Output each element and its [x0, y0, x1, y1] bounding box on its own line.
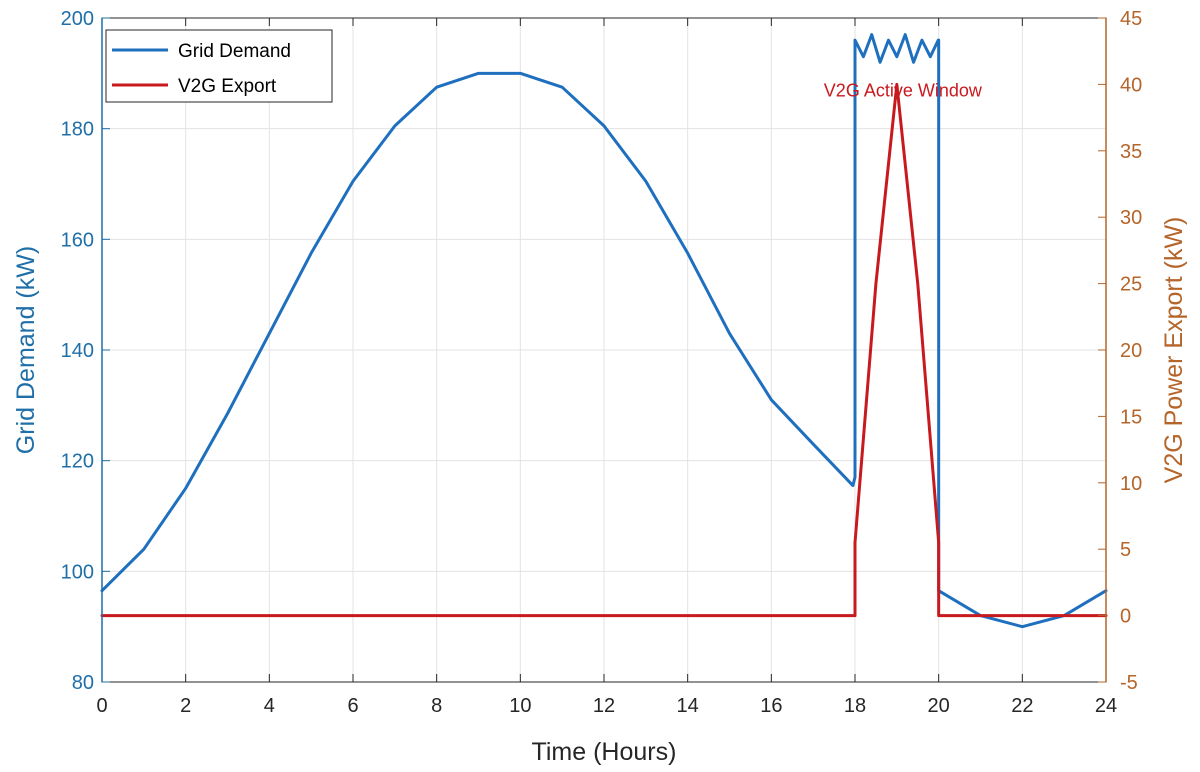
right-y-tick-label: 30 — [1120, 207, 1142, 229]
x-tick-label: 0 — [96, 695, 107, 717]
x-tick-label: 16 — [760, 695, 782, 717]
right-y-tick-label: 45 — [1120, 8, 1142, 30]
x-tick-label: 2 — [180, 695, 191, 717]
x-tick-label: 12 — [593, 695, 615, 717]
legend: Grid Demand V2G Export — [105, 29, 333, 103]
legend-label-v2g-export: V2G Export — [178, 76, 277, 97]
right-y-tick-label: 15 — [1120, 406, 1142, 428]
right-y-tick-label: 40 — [1120, 74, 1142, 96]
x-tick-label: 8 — [431, 695, 442, 717]
x-axis-label: Time (Hours) — [532, 738, 677, 766]
left-y-tick-label: 120 — [61, 451, 94, 473]
x-tick-label: 14 — [677, 695, 699, 717]
x-tick-label: 20 — [928, 695, 950, 717]
left-y-tick-label: 200 — [61, 8, 94, 30]
x-tick-label: 24 — [1095, 695, 1117, 717]
series-line-grid-demand — [100, 33, 1108, 629]
left-y-tick-label: 140 — [61, 340, 94, 362]
x-tick-label: 22 — [1011, 695, 1033, 717]
right-y-tick-label: 0 — [1120, 606, 1131, 628]
series-lines — [100, 33, 1108, 629]
series-line-v2g-export — [100, 82, 1108, 618]
x-tick-label: 6 — [347, 695, 358, 717]
right-y-tick-label: 10 — [1120, 473, 1142, 495]
right-y-tick-label: 25 — [1120, 274, 1142, 296]
right-y-tick-label: 35 — [1120, 141, 1142, 163]
x-tick-label: 4 — [264, 695, 275, 717]
left-y-tick-label: 180 — [61, 119, 94, 141]
left-y-axis-label: Grid Demand (kW) — [12, 246, 40, 454]
x-tick-label: 18 — [844, 695, 866, 717]
v2g-active-window-annotation: V2G Active Window — [824, 80, 983, 100]
right-y-tick-label: -5 — [1120, 672, 1138, 694]
right-y-tick-label: 20 — [1120, 340, 1142, 362]
left-y-tick-label: 80 — [72, 672, 94, 694]
right-y-tick-label: 5 — [1120, 539, 1131, 561]
left-y-tick-label: 160 — [61, 229, 94, 251]
x-tick-label: 10 — [509, 695, 531, 717]
left-y-tick-label: 100 — [61, 561, 94, 583]
right-y-axis-label: V2G Power Export (kW) — [1160, 217, 1188, 484]
axes: 0 2 4 6 8 10 12 14 16 18 20 22 248010012014016018020… — [61, 8, 1143, 717]
legend-label-grid-demand: Grid Demand — [178, 41, 291, 62]
legend-box — [105, 29, 333, 103]
